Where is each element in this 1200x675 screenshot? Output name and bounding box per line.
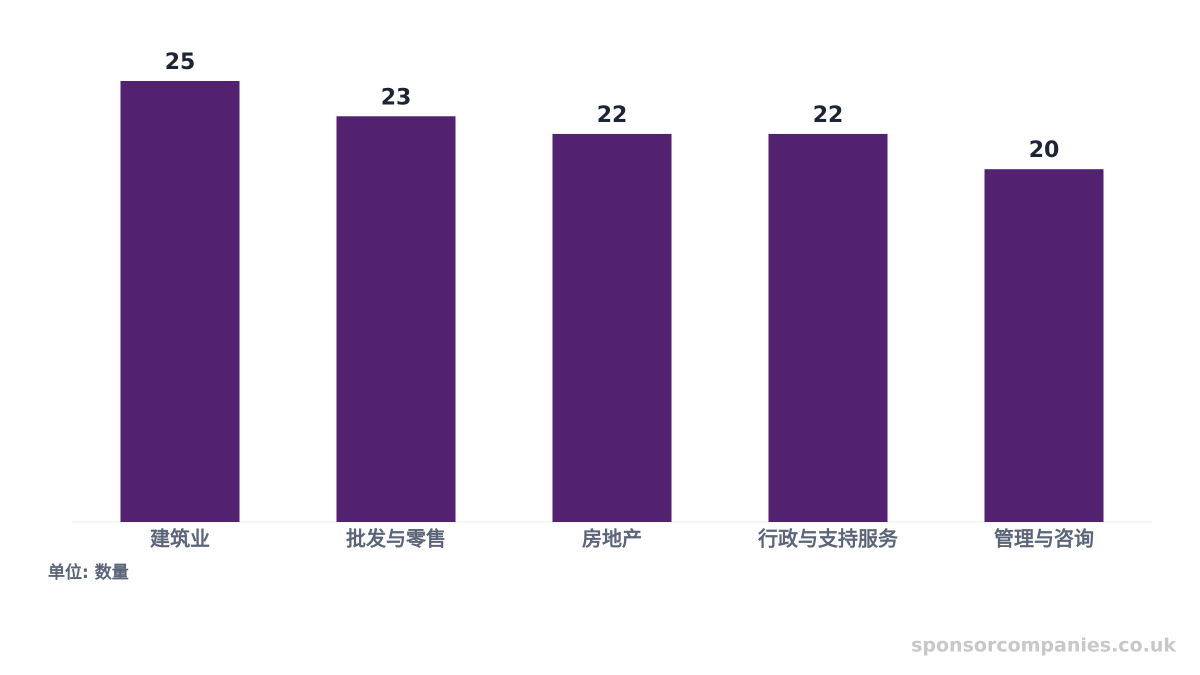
- bar: [552, 133, 672, 523]
- bar: [120, 81, 240, 522]
- value-label: 22: [597, 103, 628, 128]
- bar: [984, 169, 1104, 522]
- unit-label: 单位: 数量: [48, 562, 129, 583]
- watermark: sponsorcompanies.co.uk: [911, 635, 1176, 657]
- value-label: 23: [381, 85, 412, 110]
- value-label: 25: [165, 50, 196, 75]
- value-label: 22: [813, 103, 844, 128]
- x-tick-label: 管理与咨询: [994, 527, 1094, 551]
- x-tick-label: 行政与支持服务: [757, 527, 899, 551]
- bar: [768, 133, 888, 523]
- x-tick-label: 建筑业: [150, 527, 210, 551]
- x-tick-label: 批发与零售: [346, 527, 446, 551]
- bar: [336, 116, 456, 522]
- x-tick-label: 房地产: [582, 527, 642, 551]
- value-label: 20: [1029, 138, 1060, 163]
